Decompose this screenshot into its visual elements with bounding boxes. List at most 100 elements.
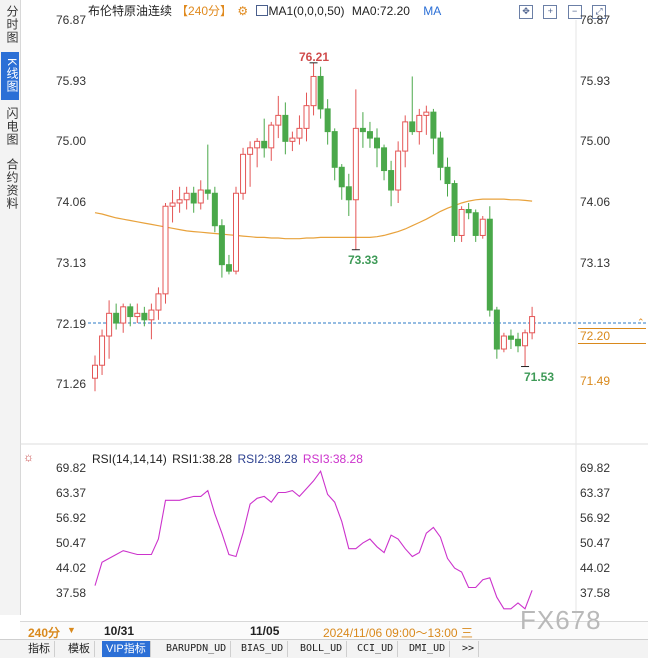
candle[interactable] — [522, 329, 529, 367]
candle[interactable] — [120, 303, 127, 333]
kline-chart[interactable] — [0, 0, 648, 620]
candle[interactable] — [190, 186, 197, 213]
tab-vip-indicators[interactable]: VIP指标 — [102, 641, 151, 657]
candle[interactable] — [317, 66, 324, 119]
rsi1-value: RSI1:38.28 — [172, 452, 233, 466]
candle[interactable] — [338, 164, 345, 200]
sidebar-item-contract-info[interactable]: 合约资料 — [5, 158, 19, 210]
candle[interactable] — [388, 160, 395, 207]
candle[interactable] — [141, 306, 148, 327]
rsi-tick-left: 69.82 — [56, 461, 87, 475]
candle[interactable] — [99, 329, 106, 375]
candle[interactable] — [366, 121, 373, 148]
candle[interactable] — [183, 186, 190, 210]
rsi-tick-left: 37.58 — [56, 586, 87, 600]
ma-params: MA1(0,0,0,50) — [268, 4, 345, 18]
tab-bias[interactable]: BIAS_UD — [237, 641, 289, 657]
candle[interactable] — [500, 332, 507, 353]
sidebar-item-kline[interactable]: K线图 — [1, 52, 19, 100]
candle[interactable] — [423, 105, 430, 135]
price-tick-left: 75.93 — [56, 74, 87, 88]
tab-boll[interactable]: BOLL_UD — [296, 641, 348, 657]
tab-indicators[interactable]: 指标 — [24, 641, 55, 657]
period-selector[interactable]: 240分 — [28, 626, 61, 640]
tab-dmi[interactable]: DMI_UD — [405, 641, 451, 657]
candle[interactable] — [331, 128, 338, 181]
header-icon-group: ✥ + − ⤢ — [512, 3, 638, 19]
ma-indicator-icon[interactable] — [255, 5, 268, 16]
candle[interactable] — [409, 76, 416, 135]
candle[interactable] — [233, 186, 239, 275]
candle[interactable] — [218, 219, 225, 278]
candle[interactable] — [493, 306, 500, 359]
candle[interactable] — [197, 180, 204, 210]
zoom-in-icon[interactable]: + — [543, 5, 558, 19]
candle[interactable] — [261, 118, 268, 158]
candle[interactable] — [402, 115, 409, 168]
zoom-out-icon[interactable]: − — [567, 5, 582, 19]
sidebar-item-flash-chart[interactable]: 闪电图 — [5, 106, 19, 146]
candle[interactable] — [486, 206, 493, 317]
candle[interactable] — [225, 254, 232, 275]
candle[interactable] — [310, 62, 317, 116]
candle[interactable] — [381, 144, 388, 181]
candle[interactable] — [458, 206, 465, 242]
candle[interactable] — [106, 300, 113, 359]
candle[interactable] — [113, 303, 120, 330]
candle[interactable] — [395, 141, 402, 203]
candle[interactable] — [437, 131, 444, 181]
candle[interactable] — [472, 209, 479, 242]
candle[interactable] — [148, 303, 155, 340]
candle[interactable] — [247, 141, 254, 187]
candle[interactable] — [92, 355, 98, 392]
candle[interactable] — [430, 108, 437, 155]
gear-icon[interactable]: ⚙ — [237, 4, 249, 18]
candle[interactable] — [303, 92, 310, 142]
candle[interactable] — [155, 287, 162, 320]
candle[interactable] — [289, 131, 296, 152]
ma-short-label[interactable]: MA — [423, 4, 442, 18]
candle[interactable] — [345, 173, 352, 216]
candle[interactable] — [275, 95, 282, 139]
candle[interactable] — [465, 203, 472, 220]
candle[interactable] — [515, 332, 521, 353]
rsi-settings-icon[interactable]: ☼ — [23, 450, 34, 464]
tab-barupdn[interactable]: BARUPDN_UD — [162, 641, 232, 657]
candle[interactable] — [416, 108, 423, 145]
period-tag[interactable]: 【240分】 — [176, 4, 233, 18]
candle[interactable] — [162, 203, 169, 304]
candle[interactable] — [359, 112, 366, 148]
low-price-annotation: 71.53 — [524, 370, 555, 384]
sidebar-item-timeshare[interactable]: 分时图 — [5, 4, 19, 44]
candle[interactable] — [324, 99, 331, 145]
tab-cci[interactable]: CCI_UD — [353, 641, 399, 657]
tabs-more-button[interactable]: >> — [458, 641, 480, 657]
candle[interactable] — [176, 186, 183, 213]
price-tick-left: 74.06 — [56, 195, 87, 210]
candle[interactable] — [282, 102, 289, 155]
candle[interactable] — [444, 157, 451, 197]
candle[interactable] — [204, 144, 211, 200]
candle[interactable] — [240, 147, 247, 200]
fullscreen-icon[interactable]: ⤢ — [592, 5, 607, 19]
candle[interactable] — [134, 303, 141, 324]
candle[interactable] — [451, 180, 458, 242]
expand-icon[interactable]: ✥ — [519, 5, 533, 19]
candle[interactable] — [479, 215, 486, 239]
candle[interactable] — [507, 329, 514, 350]
candle[interactable] — [211, 186, 218, 233]
current-price-tag: 72.20 — [578, 328, 646, 344]
tab-templates[interactable]: 模板 — [64, 641, 95, 657]
date-label-2: 11/05 — [250, 624, 280, 638]
candle[interactable] — [529, 306, 536, 340]
candle[interactable] — [296, 115, 303, 145]
candle[interactable] — [352, 89, 359, 250]
rsi-tick-left: 56.92 — [56, 511, 87, 525]
chevron-down-icon[interactable]: ▼ — [67, 625, 76, 635]
candle[interactable] — [127, 303, 134, 327]
candle[interactable] — [268, 121, 275, 161]
price-tick-right: 75.93 — [580, 74, 611, 88]
candle[interactable] — [169, 190, 176, 223]
candle[interactable] — [374, 128, 380, 168]
candle[interactable] — [254, 138, 261, 168]
